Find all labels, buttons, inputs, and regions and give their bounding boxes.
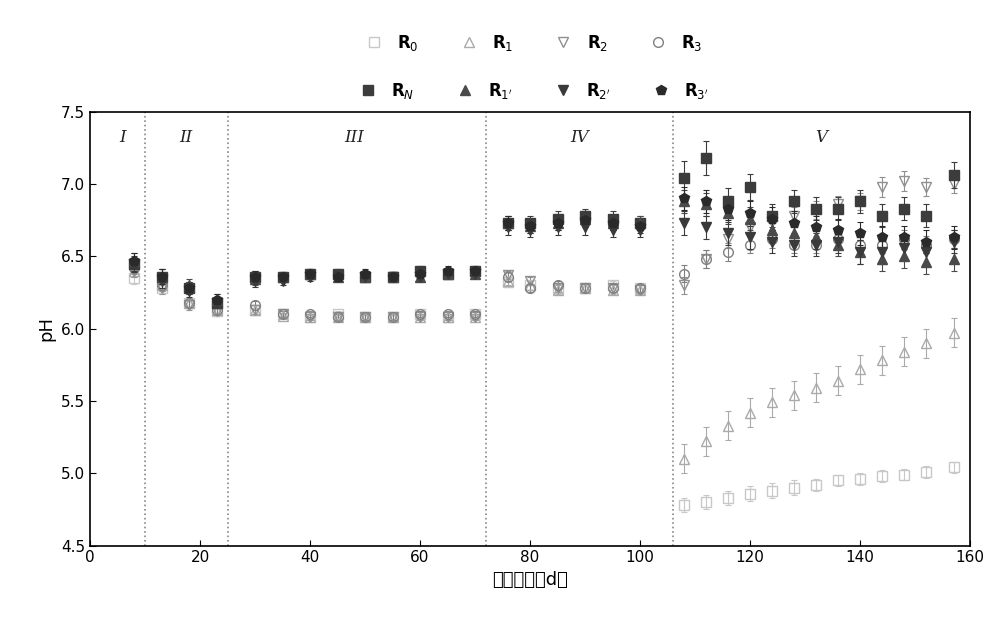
Text: V: V <box>816 129 828 146</box>
Legend: R$_N$, R$_{1'}$, R$_{2'}$, R$_{3'}$: R$_N$, R$_{1'}$, R$_{2'}$, R$_{3'}$ <box>351 81 709 101</box>
Text: I: I <box>120 129 126 146</box>
Text: II: II <box>180 129 193 146</box>
Text: IV: IV <box>570 129 589 146</box>
Y-axis label: pH: pH <box>37 316 55 341</box>
X-axis label: 运行时间（d）: 运行时间（d） <box>492 571 568 589</box>
Text: III: III <box>344 129 364 146</box>
